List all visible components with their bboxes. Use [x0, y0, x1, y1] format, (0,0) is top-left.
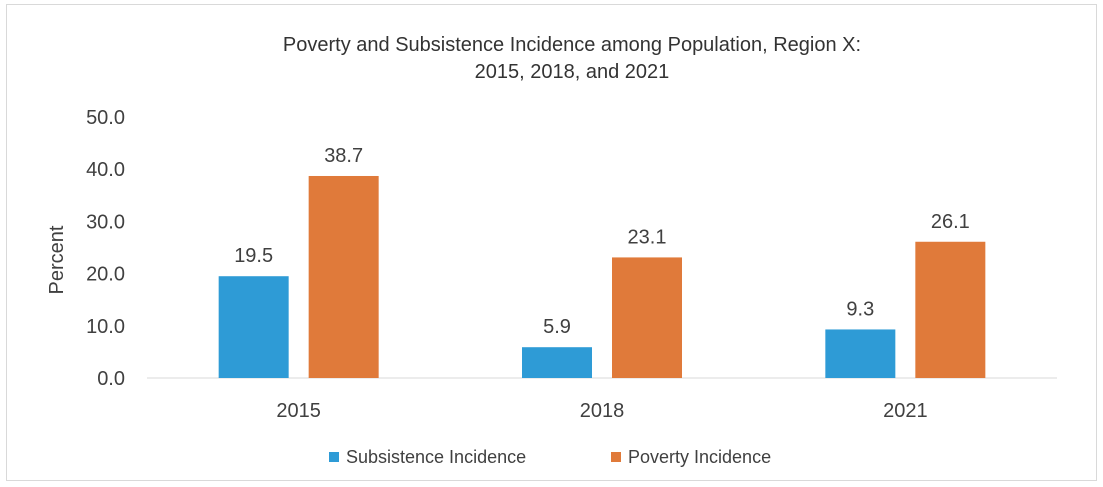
bar [218, 276, 289, 378]
bar [825, 329, 896, 378]
data-label: 38.7 [324, 145, 363, 167]
legend-label: Poverty Incidence [628, 447, 771, 467]
data-label: 26.1 [931, 211, 970, 233]
data-label: 9.3 [846, 298, 874, 320]
y-tick-label: 20.0 [86, 264, 125, 286]
legend-label: Subsistence Incidence [346, 447, 526, 467]
x-axis-ticks: 2015 2018 2021 [276, 400, 927, 422]
y-axis-ticks: 0.0 10.0 20.0 30.0 40.0 50.0 [86, 107, 125, 390]
x-tick-label: 2021 [883, 400, 928, 422]
legend: Subsistence Incidence Poverty Incidence [329, 447, 771, 467]
data-label: 23.1 [628, 226, 667, 248]
bar [308, 175, 379, 378]
y-axis-label: Percent [46, 225, 68, 294]
y-tick-label: 40.0 [86, 159, 125, 181]
chart-title: Poverty and Subsistence Incidence among … [283, 34, 861, 56]
legend-swatch [611, 452, 621, 462]
bars: 19.5 38.7 5.9 23.1 9.3 26.1 [218, 145, 986, 378]
y-tick-label: 30.0 [86, 211, 125, 233]
y-tick-label: 0.0 [97, 368, 125, 390]
y-tick-label: 10.0 [86, 316, 125, 338]
bar [522, 347, 592, 378]
chart-frame: Poverty and Subsistence Incidence among … [6, 4, 1097, 481]
x-tick-label: 2018 [580, 400, 625, 422]
x-tick-label: 2015 [276, 400, 321, 422]
bar [612, 257, 682, 378]
bar [915, 241, 986, 378]
bar-chart: Poverty and Subsistence Incidence among … [46, 34, 1057, 467]
legend-swatch [329, 452, 339, 462]
data-label: 19.5 [234, 245, 273, 267]
chart-subtitle: 2015, 2018, and 2021 [475, 61, 670, 83]
y-tick-label: 50.0 [86, 107, 125, 129]
data-label: 5.9 [543, 316, 571, 338]
